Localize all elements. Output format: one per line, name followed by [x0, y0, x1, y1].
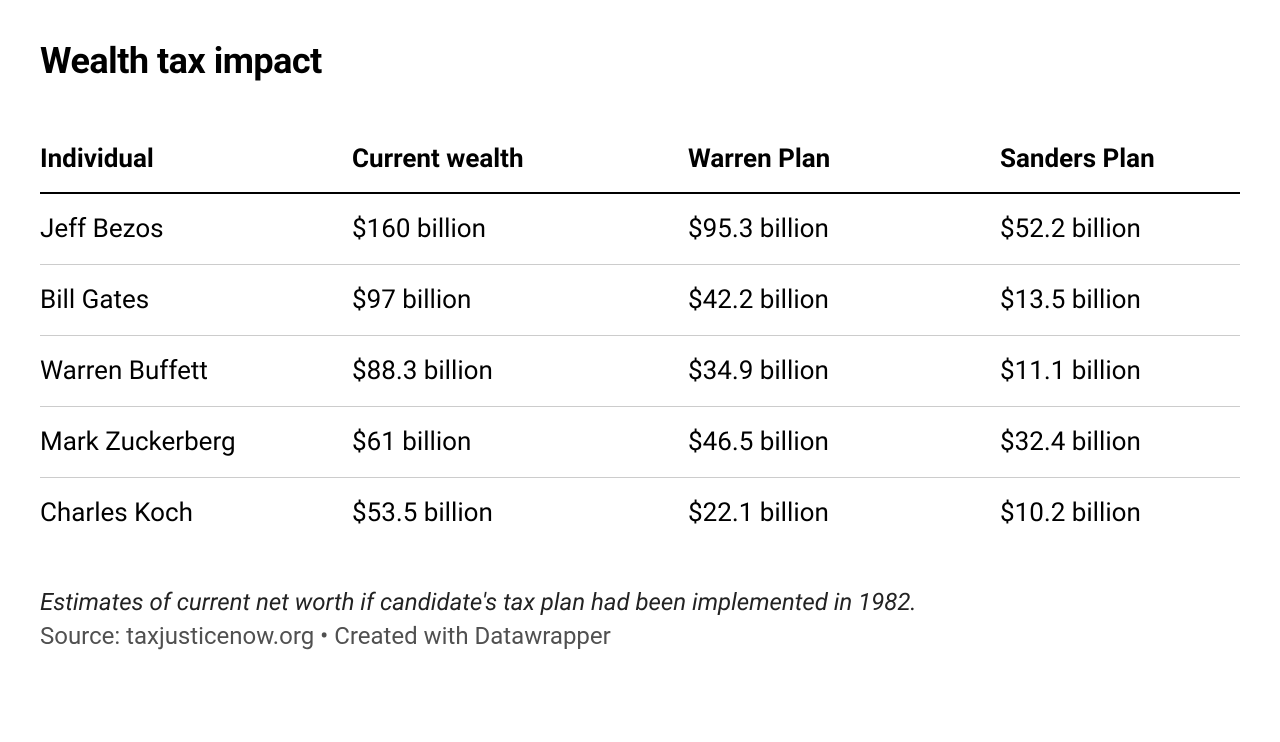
cell-warren-plan: $22.1 billion [688, 478, 1000, 549]
cell-warren-plan: $34.9 billion [688, 336, 1000, 407]
cell-individual: Warren Buffett [40, 336, 352, 407]
wealth-tax-table: Individual Current wealth Warren Plan Sa… [40, 130, 1240, 548]
cell-sanders-plan: $32.4 billion [1000, 407, 1240, 478]
cell-sanders-plan: $13.5 billion [1000, 265, 1240, 336]
table-row: Jeff Bezos $160 billion $95.3 billion $5… [40, 193, 1240, 265]
cell-sanders-plan: $52.2 billion [1000, 193, 1240, 265]
cell-individual: Charles Koch [40, 478, 352, 549]
column-header-current-wealth: Current wealth [352, 130, 688, 193]
footnote-text: Estimates of current net worth if candid… [40, 588, 1240, 616]
cell-warren-plan: $95.3 billion [688, 193, 1000, 265]
table-row: Warren Buffett $88.3 billion $34.9 billi… [40, 336, 1240, 407]
column-header-warren-plan: Warren Plan [688, 130, 1000, 193]
cell-individual: Mark Zuckerberg [40, 407, 352, 478]
cell-current-wealth: $160 billion [352, 193, 688, 265]
page-title: Wealth tax impact [40, 40, 1240, 82]
cell-warren-plan: $46.5 billion [688, 407, 1000, 478]
column-header-sanders-plan: Sanders Plan [1000, 130, 1240, 193]
cell-current-wealth: $88.3 billion [352, 336, 688, 407]
cell-individual: Jeff Bezos [40, 193, 352, 265]
table-row: Bill Gates $97 billion $42.2 billion $13… [40, 265, 1240, 336]
cell-individual: Bill Gates [40, 265, 352, 336]
table-row: Mark Zuckerberg $61 billion $46.5 billio… [40, 407, 1240, 478]
cell-sanders-plan: $11.1 billion [1000, 336, 1240, 407]
column-header-individual: Individual [40, 130, 352, 193]
cell-current-wealth: $61 billion [352, 407, 688, 478]
cell-warren-plan: $42.2 billion [688, 265, 1000, 336]
source-text: Source: taxjusticenow.org • Created with… [40, 622, 1240, 650]
table-row: Charles Koch $53.5 billion $22.1 billion… [40, 478, 1240, 549]
table-header-row: Individual Current wealth Warren Plan Sa… [40, 130, 1240, 193]
cell-sanders-plan: $10.2 billion [1000, 478, 1240, 549]
cell-current-wealth: $53.5 billion [352, 478, 688, 549]
cell-current-wealth: $97 billion [352, 265, 688, 336]
